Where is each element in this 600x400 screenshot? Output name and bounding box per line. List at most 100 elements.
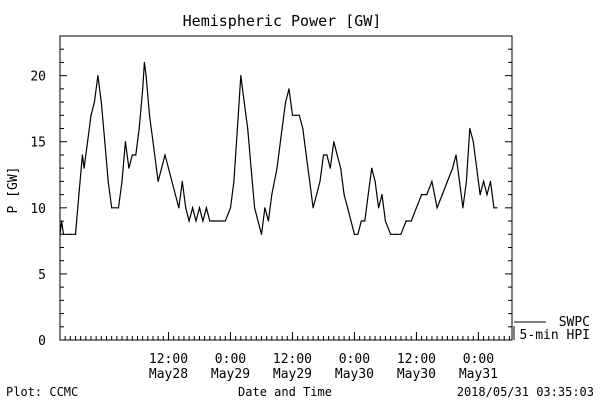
data-point (257, 220, 259, 222)
legend-label-swpc: SWPC (559, 315, 590, 330)
data-point (181, 180, 183, 182)
data-point (128, 167, 130, 169)
y-tick-label: 10 (30, 202, 46, 217)
y-axis: 0 5 10 15 20 (30, 35, 512, 349)
footer-timestamp: 2018/05/31 03:35:03 (457, 385, 594, 399)
y-axis-label: P [GW] (6, 167, 21, 214)
data-point (111, 207, 113, 209)
data-point (86, 141, 89, 143)
data-point (489, 180, 492, 182)
data-point (436, 207, 438, 209)
data-point (353, 233, 356, 235)
y-tick-label: 0 (38, 334, 46, 349)
data-point (171, 180, 173, 182)
data-point (97, 75, 99, 77)
data-point (191, 207, 194, 209)
data-point (243, 101, 245, 103)
y-tick-label: 20 (30, 70, 46, 85)
data-point (124, 141, 127, 143)
data-point (364, 220, 366, 222)
data-point (131, 154, 133, 156)
data-point (93, 101, 96, 103)
data-point (319, 180, 321, 182)
data-point (135, 154, 137, 156)
data-point (90, 114, 92, 116)
data-point (69, 233, 71, 235)
data-point (295, 114, 297, 116)
data-point (233, 180, 235, 182)
data-point (271, 194, 273, 196)
data-point (157, 180, 159, 182)
data-point (496, 207, 498, 209)
data-point (104, 141, 106, 143)
data-point (78, 194, 80, 196)
data-point (174, 194, 176, 196)
data-point (374, 180, 376, 182)
x-tick-label-date: May29 (211, 367, 250, 382)
data-point (247, 127, 249, 130)
data-point (83, 167, 85, 169)
data-point (462, 207, 464, 209)
data-point (62, 233, 65, 235)
x-tick-label-time: 0:00 (215, 352, 246, 367)
data-point (209, 220, 211, 222)
data-point (264, 207, 266, 209)
data-point (333, 141, 335, 143)
data-point (253, 207, 256, 209)
data-point (167, 167, 170, 169)
data-point (202, 220, 204, 222)
data-point (405, 220, 407, 222)
data-point (205, 207, 207, 209)
y-tick-label: 5 (38, 268, 46, 283)
data-point (381, 194, 383, 196)
data-point (451, 167, 454, 169)
data-point (81, 154, 83, 156)
data-point (395, 233, 397, 235)
data-point (357, 233, 359, 235)
data-point (260, 233, 263, 235)
data-point (240, 75, 242, 77)
data-point (326, 154, 328, 156)
data-point (343, 194, 345, 196)
x-tick-label-date: May30 (397, 367, 436, 382)
data-point (312, 207, 314, 209)
data-point (281, 127, 283, 130)
data-point (188, 220, 190, 222)
data-point (138, 127, 140, 130)
data-point (198, 207, 201, 209)
data-point (340, 167, 342, 169)
data-point (152, 141, 154, 143)
data-point (390, 233, 392, 235)
data-point (284, 101, 287, 103)
data-point (458, 180, 461, 182)
data-point (142, 88, 144, 90)
data-point (160, 167, 163, 169)
data-point (302, 127, 304, 130)
x-tick-label-date: May28 (149, 367, 188, 382)
data-point (250, 167, 252, 169)
data-point (117, 207, 120, 209)
data-point (482, 180, 485, 182)
data-point (298, 114, 300, 116)
data-point (493, 207, 495, 209)
data-point (267, 220, 269, 222)
data-point (476, 167, 478, 169)
data-point (415, 207, 418, 209)
data-point (276, 167, 278, 169)
data-point (465, 180, 467, 182)
data-point (367, 194, 369, 196)
data-point (446, 180, 449, 182)
data-point (288, 88, 290, 90)
data-point (329, 167, 331, 169)
x-tick-label-time: 12:00 (273, 352, 312, 367)
data-point (315, 194, 318, 196)
data-point (59, 233, 61, 235)
data-point (145, 75, 147, 77)
data-point (377, 207, 380, 209)
x-tick-label-date: May29 (273, 367, 312, 382)
data-point (100, 101, 102, 103)
data-point (455, 154, 457, 156)
data-point (185, 207, 187, 209)
data-point (322, 154, 325, 156)
